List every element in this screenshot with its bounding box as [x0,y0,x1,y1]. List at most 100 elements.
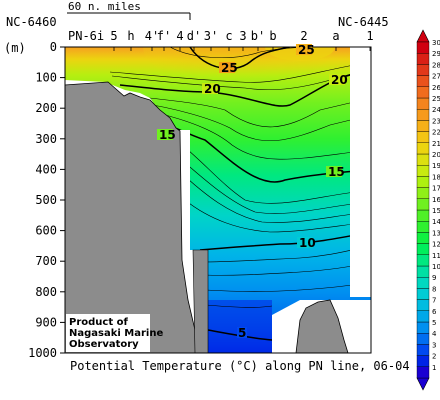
colorbar-tick-label: 23 [432,117,440,125]
colorbar-segment [416,86,430,99]
contour-line-minor [199,245,371,263]
y-tick-label: 600 [35,224,57,238]
colorbar-segment [416,153,430,166]
station-ticks [113,47,371,51]
station-labels: PN-6i 5 h 4'f' 4 d' 3' c 3 b' b 2 a 1 [68,29,374,43]
colorbar-segment [416,299,430,312]
colorbar-segment [416,265,430,278]
contour-label-15a: 15 [159,128,176,142]
contour-line-minor [184,199,371,233]
y-tick-label: 300 [35,132,57,146]
contour-line-minor [129,95,371,128]
contour-label-20b: 20 [331,73,348,87]
colorbar-tick-label: 16 [432,196,440,204]
colorbar-tick-label: 14 [432,218,440,226]
colorbar-segment [416,288,430,300]
station-label: 4' [145,29,159,43]
station-label: h [127,29,134,43]
contour-lines [109,47,371,341]
credit-line-3: Observatory [69,339,139,350]
y-tick-label: 200 [35,101,57,115]
contour-labels: 25 25 20 20 15 15 10 5 [157,43,348,340]
contour-line-minor [144,109,371,160]
contour-line-minor [134,101,371,142]
y-tick-label: 400 [35,162,57,176]
credit-box: Product of Nagasaki Marine Observatory [66,314,163,352]
station-label: c [225,29,232,43]
station-label: 1 [366,29,373,43]
scale-bar-label: 60 n. miles [68,0,141,13]
y-tick-label: 500 [35,193,57,207]
y-tick-label: 0 [50,40,57,54]
contour-line-minor [169,149,371,214]
contour-line-minor [205,304,273,308]
colorbar-segment [416,355,430,368]
colorbar-segment [416,209,430,222]
colorbar-segment [416,344,430,356]
colorbar-segment [416,232,430,244]
y-tick-label: 700 [35,254,57,268]
colorbar-tick-label: 18 [432,173,440,181]
colorbar-tick-label: 24 [432,106,440,114]
colorbar-segment [416,108,430,121]
station-label: 2 [300,29,307,43]
y-tick-label: 1000 [28,346,57,360]
station-label: f' [157,29,171,43]
colorbar-tick-label: 30 [432,39,440,47]
contour-line-major [189,47,291,70]
colorbar-tick-label: 2 [432,353,436,361]
station-label: 5 [110,29,117,43]
y-unit-label: (m) [4,41,26,55]
colorbar-tick-label: 22 [432,129,440,137]
colorbar-segment [416,333,430,345]
colorbar-segment [416,120,430,132]
contour-line-major [199,231,371,251]
end-label-right: NC-6445 [338,15,389,29]
colorbar-segment [416,243,430,256]
colorbar-tick-label: 3 [432,341,436,349]
y-tick-label: 900 [35,315,57,329]
colorbar-tick-label: 1 [432,364,436,372]
contour-line-minor [177,169,371,223]
colorbar-tick-label: 15 [432,207,440,215]
colorbar-segment [416,321,430,334]
colorbar-segment [416,64,430,76]
contour-label-10: 10 [299,236,316,250]
bathymetry [64,81,349,354]
colorbar-segment [416,220,430,233]
colorbar-segment [416,97,430,110]
colorbar-segment [416,164,430,177]
y-tick-label: 100 [35,71,57,85]
colorbar-tick-label: 21 [432,140,440,148]
station-label: d' [187,29,201,43]
colorbar-tick-label: 27 [432,73,440,81]
scale-bar: 60 n. miles [67,0,191,20]
colorbar-tick-label: 26 [432,84,440,92]
colorbar-segment [416,75,430,87]
station-label: b [269,29,276,43]
y-tick-label: 800 [35,285,57,299]
colorbar-tick-label: 10 [432,263,440,271]
colorbar-segment [416,176,430,188]
colorbar-segment [416,131,430,144]
colorbar: 1234567891011121314151617181920212223242… [416,29,440,391]
colorbar-overflow-arrow [416,29,430,43]
contour-label-25a: 25 [298,43,315,57]
chart-caption: Potential Temperature (°C) along PN line… [70,359,410,373]
colorbar-segment [416,310,430,323]
colorbar-segment [416,53,430,65]
colorbar-segment [416,198,430,211]
colorbar-tick-label: 4 [432,330,437,338]
colorbar-segment [416,142,430,155]
station-label: 3' [204,29,218,43]
colorbar-segment [416,254,430,267]
colorbar-tick-label: 5 [432,319,436,327]
station-label: 4 [176,29,183,43]
colorbar-tick-label: 7 [432,297,436,305]
contour-label-25b: 25 [221,61,238,75]
colorbar-tick-label: 20 [432,151,440,159]
colorbar-segment [416,187,430,200]
colorbar-tick-label: 13 [432,229,440,237]
colorbar-tick-label: 28 [432,61,440,69]
